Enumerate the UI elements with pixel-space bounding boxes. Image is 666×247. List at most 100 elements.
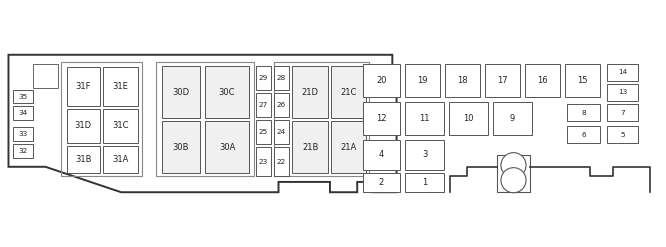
Bar (103, 109, 138, 143)
Text: 20: 20 (376, 76, 387, 85)
Bar (103, 145, 138, 173)
Bar (331, 66, 366, 118)
Bar (292, 66, 328, 118)
Bar (163, 66, 200, 118)
Bar (13, 90, 33, 103)
Bar (256, 120, 271, 144)
Bar (13, 144, 33, 158)
Bar (274, 62, 370, 176)
Bar (274, 147, 290, 176)
Bar (13, 127, 33, 141)
Circle shape (501, 153, 526, 178)
Text: 21D: 21D (302, 87, 319, 97)
Text: 6: 6 (581, 132, 586, 138)
Bar (204, 66, 250, 118)
Bar (493, 102, 532, 135)
Text: 24: 24 (277, 129, 286, 135)
Text: 5: 5 (620, 132, 625, 138)
Bar (256, 93, 271, 117)
Text: 1: 1 (422, 178, 427, 187)
Bar (607, 126, 638, 143)
Bar (363, 140, 400, 170)
Text: 31B: 31B (75, 155, 91, 164)
Text: 33: 33 (19, 131, 28, 137)
Text: 10: 10 (464, 114, 474, 123)
Text: 30A: 30A (219, 143, 235, 152)
Bar (33, 64, 57, 88)
Text: 26: 26 (277, 102, 286, 108)
Bar (405, 140, 444, 170)
Bar (274, 93, 290, 117)
Bar (525, 64, 560, 97)
Text: 7: 7 (620, 110, 625, 116)
Bar (445, 64, 480, 97)
Bar (405, 102, 444, 135)
Text: 3: 3 (422, 150, 427, 159)
Text: 34: 34 (19, 110, 28, 116)
Text: 30C: 30C (219, 87, 235, 97)
Bar (607, 104, 638, 121)
Text: 9: 9 (510, 114, 515, 123)
Text: 12: 12 (376, 114, 387, 123)
Circle shape (501, 168, 526, 193)
Bar (363, 102, 400, 135)
Text: 21B: 21B (302, 143, 318, 152)
Text: 31E: 31E (113, 82, 129, 91)
Text: 30D: 30D (172, 87, 190, 97)
Bar (449, 102, 488, 135)
Text: 13: 13 (618, 89, 627, 95)
Bar (274, 120, 290, 144)
Bar (67, 145, 100, 173)
Text: 35: 35 (19, 94, 28, 100)
Bar (204, 121, 250, 173)
Text: 19: 19 (418, 76, 428, 85)
Text: 14: 14 (618, 69, 627, 75)
Bar (292, 121, 328, 173)
Bar (607, 64, 638, 81)
Text: 32: 32 (19, 148, 28, 154)
Text: 18: 18 (457, 76, 468, 85)
Text: 30B: 30B (172, 143, 189, 152)
Text: 31F: 31F (75, 82, 91, 91)
Bar (363, 173, 400, 192)
Text: 28: 28 (277, 75, 286, 81)
Bar (497, 155, 530, 192)
Text: 31A: 31A (113, 155, 129, 164)
Text: 8: 8 (581, 110, 586, 116)
Text: 27: 27 (259, 102, 268, 108)
Bar (13, 106, 33, 120)
Text: 4: 4 (379, 150, 384, 159)
Bar (331, 121, 366, 173)
Text: 22: 22 (277, 159, 286, 165)
Text: 25: 25 (259, 129, 268, 135)
Bar (274, 66, 290, 90)
Text: 17: 17 (498, 76, 507, 85)
Bar (61, 62, 143, 176)
Text: 21A: 21A (340, 143, 357, 152)
Bar (256, 147, 271, 176)
Text: 2: 2 (379, 178, 384, 187)
Text: 31D: 31D (75, 122, 92, 130)
Text: 29: 29 (259, 75, 268, 81)
Bar (163, 121, 200, 173)
Bar (485, 64, 520, 97)
Text: 16: 16 (537, 76, 548, 85)
Bar (157, 62, 254, 176)
Bar (363, 64, 400, 97)
Bar (565, 64, 600, 97)
Bar (405, 173, 444, 192)
Bar (103, 67, 138, 106)
Bar (67, 109, 100, 143)
Bar (405, 64, 440, 97)
Bar (567, 126, 600, 143)
Text: 21C: 21C (340, 87, 357, 97)
Text: 31C: 31C (113, 122, 129, 130)
Bar (256, 66, 271, 90)
Bar (607, 84, 638, 101)
Text: 23: 23 (259, 159, 268, 165)
Bar (567, 104, 600, 121)
Text: 15: 15 (577, 76, 588, 85)
Bar (67, 67, 100, 106)
Polygon shape (9, 55, 396, 192)
Text: 11: 11 (420, 114, 430, 123)
